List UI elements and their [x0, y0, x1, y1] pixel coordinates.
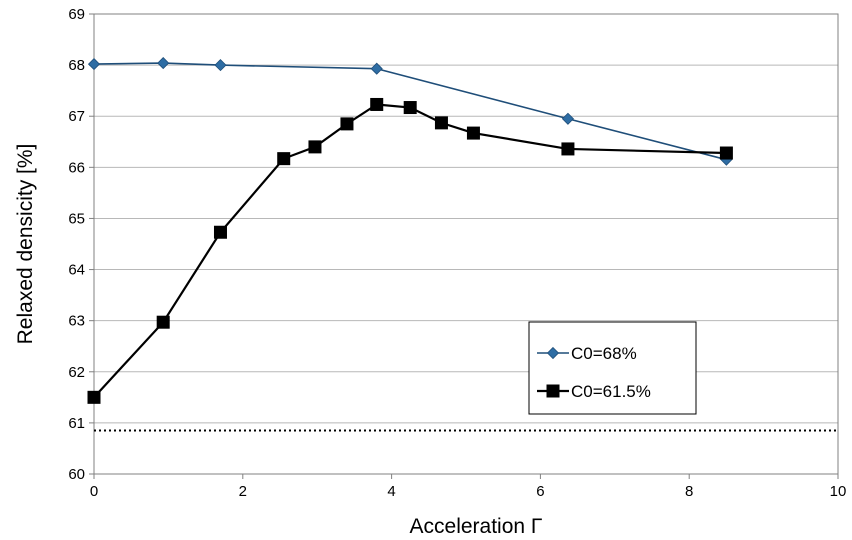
grid-lines [94, 13, 838, 475]
y-tick-label: 67 [68, 108, 85, 125]
data-point [370, 97, 384, 111]
series-line [93, 103, 727, 399]
legend-entry: C0=61.5% [537, 382, 651, 401]
legend: C0=68% C0=61.5% [528, 321, 697, 415]
data-point [434, 116, 448, 130]
data-point [308, 140, 322, 154]
legend-entry: C0=68% [537, 344, 637, 363]
data-point [719, 146, 733, 160]
data-point [340, 117, 354, 131]
data-point [403, 101, 417, 115]
x-axis-label: Acceleration Γ [410, 515, 543, 538]
y-tick-label: 62 [68, 364, 85, 381]
series-2 [87, 97, 733, 404]
y-tick-label: 65 [68, 210, 85, 227]
data-point [156, 315, 170, 329]
legend-label: C0=68% [571, 344, 637, 363]
data-point [466, 126, 480, 140]
data-point [561, 142, 575, 156]
data-point [370, 62, 383, 75]
legend-marker [546, 346, 560, 360]
y-tick-label: 68 [68, 57, 85, 74]
data-point [213, 225, 227, 239]
legend-marker [546, 384, 560, 398]
y-tick-label: 61 [68, 415, 85, 432]
data-point [561, 112, 574, 125]
y-tick-label: 60 [68, 466, 85, 483]
y-tick-label: 64 [68, 262, 85, 279]
y-tick-label: 63 [68, 313, 85, 330]
legend-label: C0=61.5% [571, 382, 651, 401]
x-tick-label: 0 [90, 483, 98, 500]
legend-box [528, 321, 697, 415]
data-point [87, 390, 101, 404]
y-axis-ticks: 60 61 62 63 64 65 66 67 68 69 [68, 6, 94, 483]
x-tick-label: 2 [239, 483, 247, 500]
data-point [277, 152, 291, 166]
x-tick-label: 6 [536, 483, 544, 500]
series-line [93, 62, 727, 161]
y-axis-label: Relaxed densicity [%] [14, 144, 37, 345]
x-tick-label: 8 [685, 483, 693, 500]
x-tick-label: 4 [387, 483, 395, 500]
data-point [157, 57, 170, 70]
data-point [87, 58, 101, 71]
x-tick-label: 10 [830, 483, 847, 500]
y-tick-label: 69 [68, 6, 85, 23]
series-group [87, 57, 733, 404]
plot-area [93, 13, 839, 475]
x-axis-ticks: 0 2 4 6 8 10 [90, 474, 847, 500]
data-point [214, 59, 227, 72]
y-tick-label: 66 [68, 159, 85, 176]
